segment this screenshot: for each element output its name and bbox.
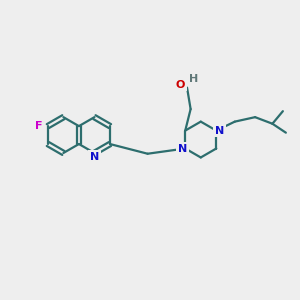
Text: N: N — [214, 126, 224, 136]
Text: O: O — [176, 80, 185, 90]
Text: N: N — [178, 143, 187, 154]
Text: N: N — [90, 152, 99, 162]
Text: H: H — [189, 74, 198, 84]
Text: F: F — [35, 121, 43, 131]
